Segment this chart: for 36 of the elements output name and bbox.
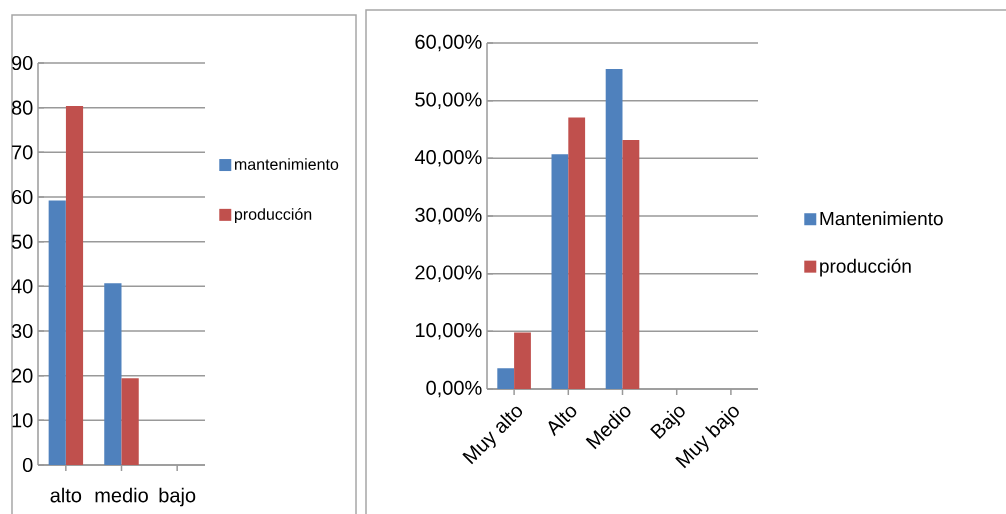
- legend-label: Mantenimiento: [820, 211, 943, 226]
- y-tick-label: 60,00%: [415, 34, 482, 52]
- y-tick-label: 10,00%: [415, 323, 482, 340]
- y-tick-label: 10: [12, 413, 33, 428]
- x-tick-label: alto: [50, 487, 82, 503]
- bar: [121, 378, 139, 465]
- legend-label: producción: [820, 258, 911, 277]
- y-tick-label: 0: [22, 457, 33, 473]
- bar: [605, 68, 623, 389]
- y-tick-label: 50,00%: [415, 92, 482, 109]
- x-tick-label: medio: [95, 487, 148, 503]
- y-tick-label: 80: [11, 100, 33, 115]
- bar: [622, 139, 640, 389]
- legend-label: producción: [234, 207, 312, 224]
- legend-label: mantenimiento: [235, 158, 339, 170]
- bar: [514, 332, 531, 389]
- y-tick-label: 20: [12, 368, 33, 383]
- bar: [497, 368, 515, 389]
- y-tick-label: 40,00%: [414, 150, 482, 167]
- y-tick-label: 30,00%: [415, 207, 482, 225]
- y-tick-label: 90: [11, 55, 33, 71]
- bar: [65, 105, 84, 465]
- y-tick-label: 60: [12, 189, 33, 205]
- bar: [568, 117, 586, 389]
- x-tick-label: Muy alto: [462, 406, 523, 465]
- x-tick-label: bajo: [159, 487, 196, 507]
- bar: [48, 200, 66, 465]
- y-tick-label: 20,00%: [415, 265, 482, 282]
- y-tick-label: 30: [11, 323, 33, 339]
- y-tick-label: 40: [11, 279, 33, 294]
- bar: [551, 154, 569, 389]
- x-tick-label: Alto: [548, 406, 577, 437]
- bar: [104, 283, 122, 465]
- y-tick-label: 0,00%: [426, 380, 482, 398]
- y-tick-label: 70: [12, 145, 33, 160]
- y-tick-label: 50: [11, 234, 33, 249]
